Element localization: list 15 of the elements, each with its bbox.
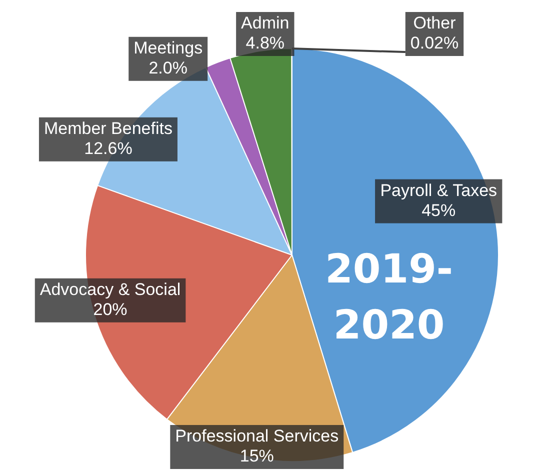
slice-label: Admin: [241, 14, 290, 33]
data-label: 45%: [422, 200, 456, 220]
data-label: 12.6%: [84, 139, 132, 158]
data-label: 0.02%: [410, 34, 459, 53]
slice-label: Professional Services: [175, 426, 339, 446]
data-label: 4.8%: [246, 34, 285, 53]
data-label: 15%: [240, 446, 274, 466]
slice-label: Other: [413, 14, 456, 33]
data-label: 20%: [93, 300, 128, 320]
data-label: 2.0%: [148, 58, 188, 78]
slice-label: Payroll & Taxes: [380, 180, 498, 200]
slice-label: Member Benefits: [44, 119, 172, 138]
slice-label: Advocacy & Social: [40, 280, 181, 300]
slice-label: Meetings: [134, 38, 203, 58]
text: 2019-2020: [325, 246, 454, 348]
